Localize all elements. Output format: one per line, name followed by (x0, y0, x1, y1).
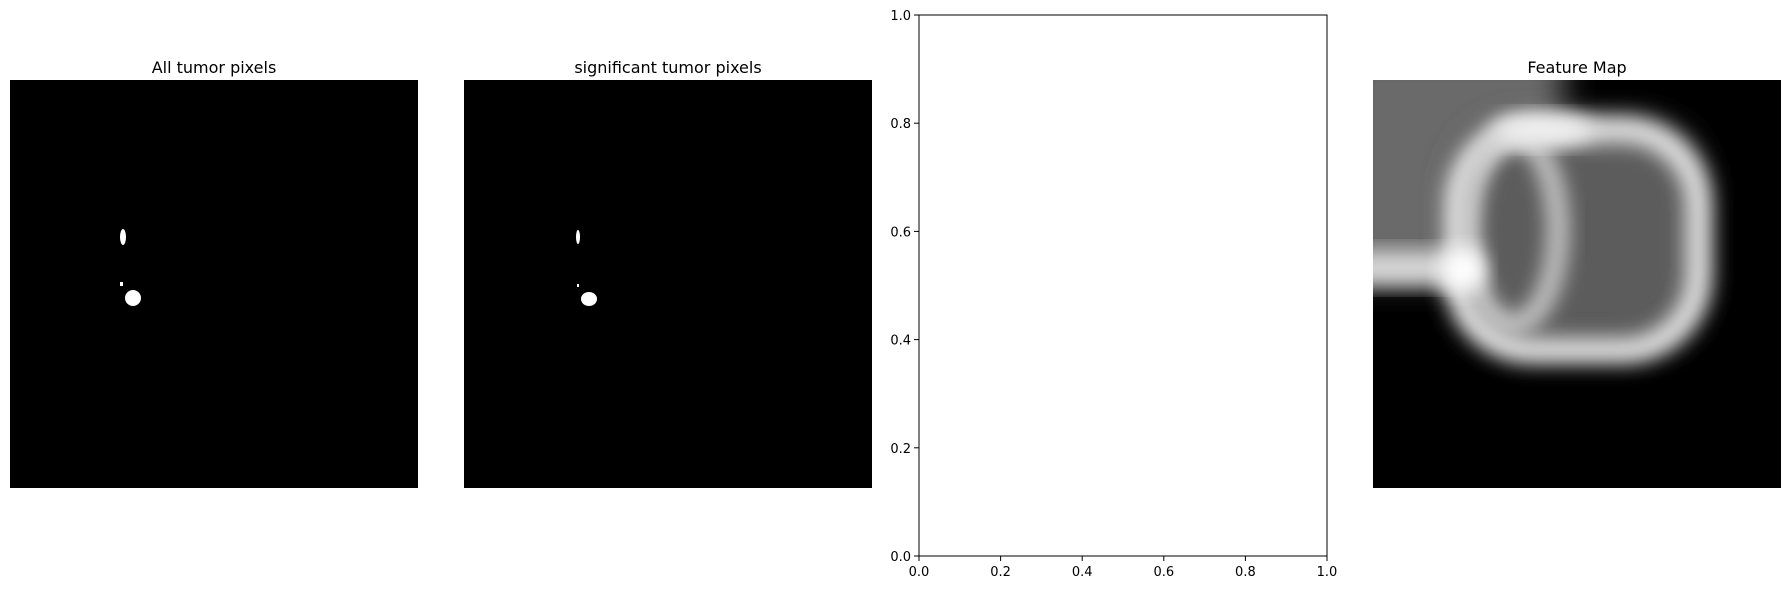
x-tick-label: 0.4 (1072, 565, 1093, 580)
tumor-blob (120, 229, 126, 245)
feature-region (1453, 120, 1703, 350)
tumor-blob (577, 284, 579, 287)
y-tick-label: 0.6 (890, 225, 911, 240)
axes-frame (918, 14, 1328, 557)
y-tick-label: 0.4 (890, 334, 911, 349)
x-tick-label: 0.2 (990, 565, 1011, 580)
y-tick-label: 0.8 (890, 117, 911, 132)
panel-1-image (10, 80, 418, 488)
panel-2-title: significant tumor pixels (574, 58, 762, 77)
x-tick-label: 0.0 (909, 565, 930, 580)
image-background (464, 80, 872, 488)
image-background (10, 80, 418, 488)
x-tick-label: 0.8 (1235, 565, 1256, 580)
tumor-blob (581, 292, 597, 306)
panel-4-title: Feature Map (1527, 58, 1627, 77)
panel-4-image (1373, 80, 1781, 488)
tumor-blob (120, 282, 123, 286)
y-tick-label: 1.0 (890, 9, 911, 24)
feature-highlight (1493, 114, 1593, 146)
tumor-blob (125, 290, 141, 306)
panel-2-image (464, 80, 872, 488)
tumor-blob (576, 230, 580, 244)
panel-3-empty-axes: 0.0 0.2 0.4 0.6 0.8 1.0 0.0 0.2 0.4 0.6 0.8 1.0 (870, 0, 1340, 589)
x-tick-label: 0.6 (1153, 565, 1174, 580)
panel-1-title: All tumor pixels (151, 58, 277, 77)
y-tick-label: 0.2 (890, 442, 911, 457)
feature-highlight (1441, 248, 1485, 292)
y-tick-label: 0.0 (890, 550, 911, 565)
x-tick-label: 1.0 (1317, 565, 1338, 580)
